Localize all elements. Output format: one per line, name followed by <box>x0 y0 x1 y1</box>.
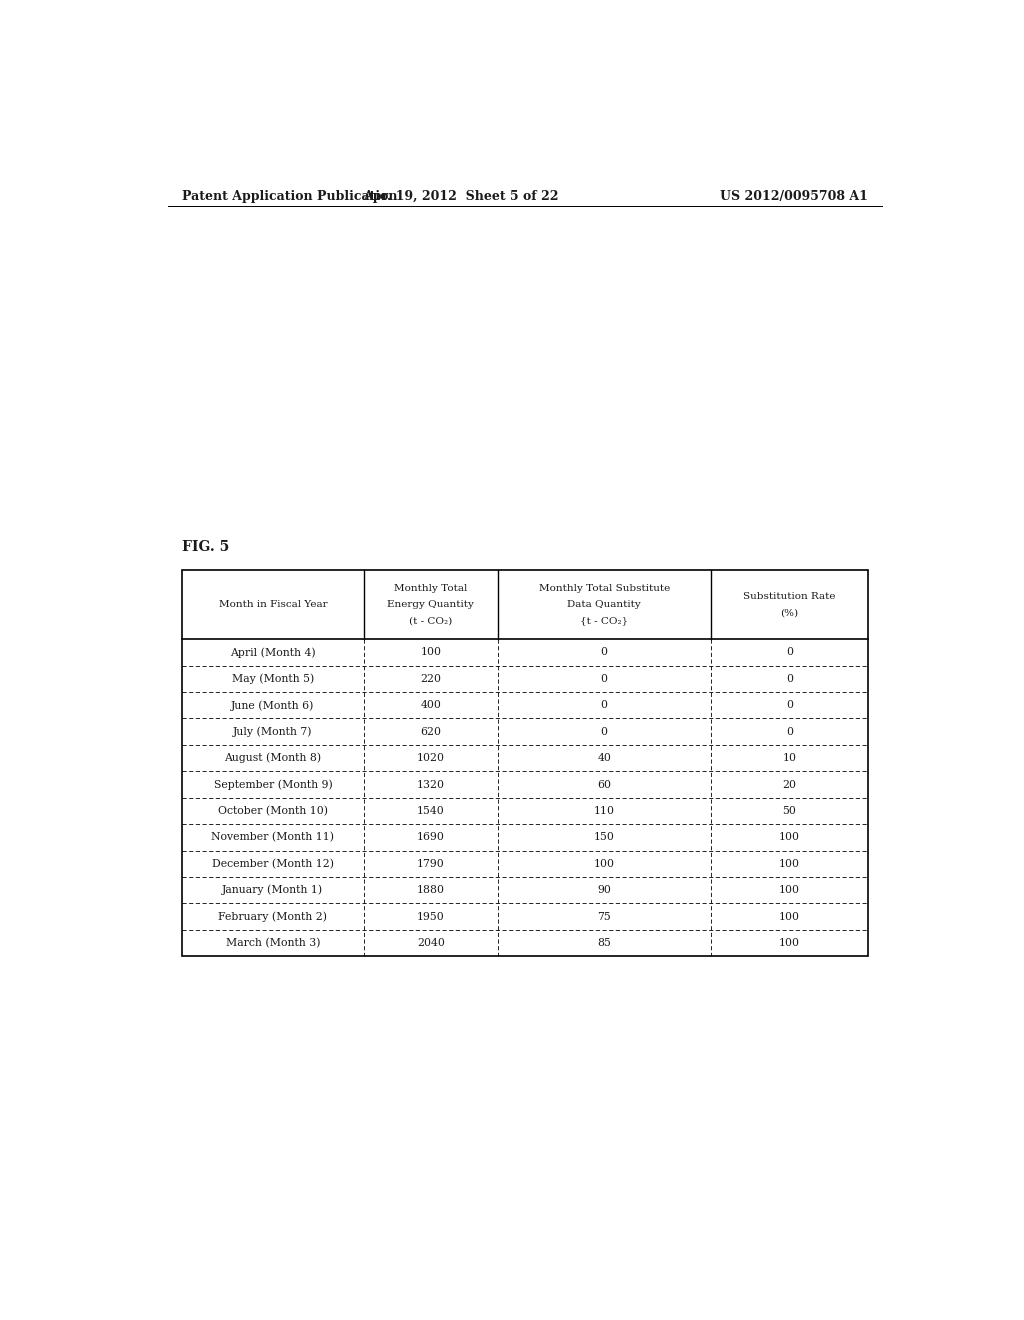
Text: Patent Application Publication: Patent Application Publication <box>182 190 397 203</box>
Text: 100: 100 <box>594 859 614 869</box>
Text: 0: 0 <box>601 700 607 710</box>
Text: (t - CO₂): (t - CO₂) <box>410 616 453 626</box>
Text: September (Month 9): September (Month 9) <box>214 779 333 789</box>
Text: 100: 100 <box>779 833 800 842</box>
Text: 85: 85 <box>597 939 611 948</box>
Text: March (Month 3): March (Month 3) <box>225 939 321 948</box>
Text: May (Month 5): May (Month 5) <box>231 673 314 684</box>
Text: 0: 0 <box>601 647 607 657</box>
Text: Data Quantity: Data Quantity <box>567 601 641 609</box>
Text: 220: 220 <box>420 673 441 684</box>
Text: 1790: 1790 <box>417 859 444 869</box>
Text: 90: 90 <box>597 886 611 895</box>
Text: November (Month 11): November (Month 11) <box>211 832 335 842</box>
Text: February (Month 2): February (Month 2) <box>218 911 328 921</box>
Text: 60: 60 <box>597 780 611 789</box>
Text: (%): (%) <box>780 609 799 618</box>
Text: July (Month 7): July (Month 7) <box>233 726 312 737</box>
Text: Energy Quantity: Energy Quantity <box>387 601 474 609</box>
Text: 1540: 1540 <box>417 807 444 816</box>
Text: Monthly Total: Monthly Total <box>394 583 468 593</box>
Text: {t - CO₂}: {t - CO₂} <box>580 616 628 626</box>
Text: 2040: 2040 <box>417 939 444 948</box>
Text: 50: 50 <box>782 807 797 816</box>
Text: 100: 100 <box>779 939 800 948</box>
Text: 1020: 1020 <box>417 754 444 763</box>
Text: 0: 0 <box>786 647 793 657</box>
Text: 1690: 1690 <box>417 833 444 842</box>
Text: 0: 0 <box>786 673 793 684</box>
Text: US 2012/0095708 A1: US 2012/0095708 A1 <box>720 190 867 203</box>
Text: 100: 100 <box>779 886 800 895</box>
Text: Substitution Rate: Substitution Rate <box>743 591 836 601</box>
Text: 150: 150 <box>594 833 614 842</box>
Text: August (Month 8): August (Month 8) <box>224 752 322 763</box>
Text: December (Month 12): December (Month 12) <box>212 858 334 869</box>
Text: April (Month 4): April (Month 4) <box>230 647 315 657</box>
Text: 10: 10 <box>782 754 797 763</box>
Text: 110: 110 <box>594 807 614 816</box>
Text: June (Month 6): June (Month 6) <box>231 700 314 710</box>
Bar <box>182 570 868 956</box>
Text: Month in Fiscal Year: Month in Fiscal Year <box>218 601 328 609</box>
Text: October (Month 10): October (Month 10) <box>218 805 328 816</box>
Text: 1320: 1320 <box>417 780 444 789</box>
Text: Apr. 19, 2012  Sheet 5 of 22: Apr. 19, 2012 Sheet 5 of 22 <box>364 190 559 203</box>
Text: 0: 0 <box>601 726 607 737</box>
Text: 0: 0 <box>786 700 793 710</box>
Text: Monthly Total Substitute: Monthly Total Substitute <box>539 583 670 593</box>
Text: 100: 100 <box>420 647 441 657</box>
Text: 100: 100 <box>779 859 800 869</box>
Text: FIG. 5: FIG. 5 <box>182 540 229 553</box>
Text: 100: 100 <box>779 912 800 921</box>
Text: 1880: 1880 <box>417 886 444 895</box>
Text: 20: 20 <box>782 780 797 789</box>
Text: 400: 400 <box>421 700 441 710</box>
Text: 40: 40 <box>597 754 611 763</box>
Text: 620: 620 <box>420 726 441 737</box>
Text: 0: 0 <box>786 726 793 737</box>
Text: January (Month 1): January (Month 1) <box>222 884 324 895</box>
Text: 75: 75 <box>597 912 611 921</box>
Text: 1950: 1950 <box>417 912 444 921</box>
Text: 0: 0 <box>601 673 607 684</box>
